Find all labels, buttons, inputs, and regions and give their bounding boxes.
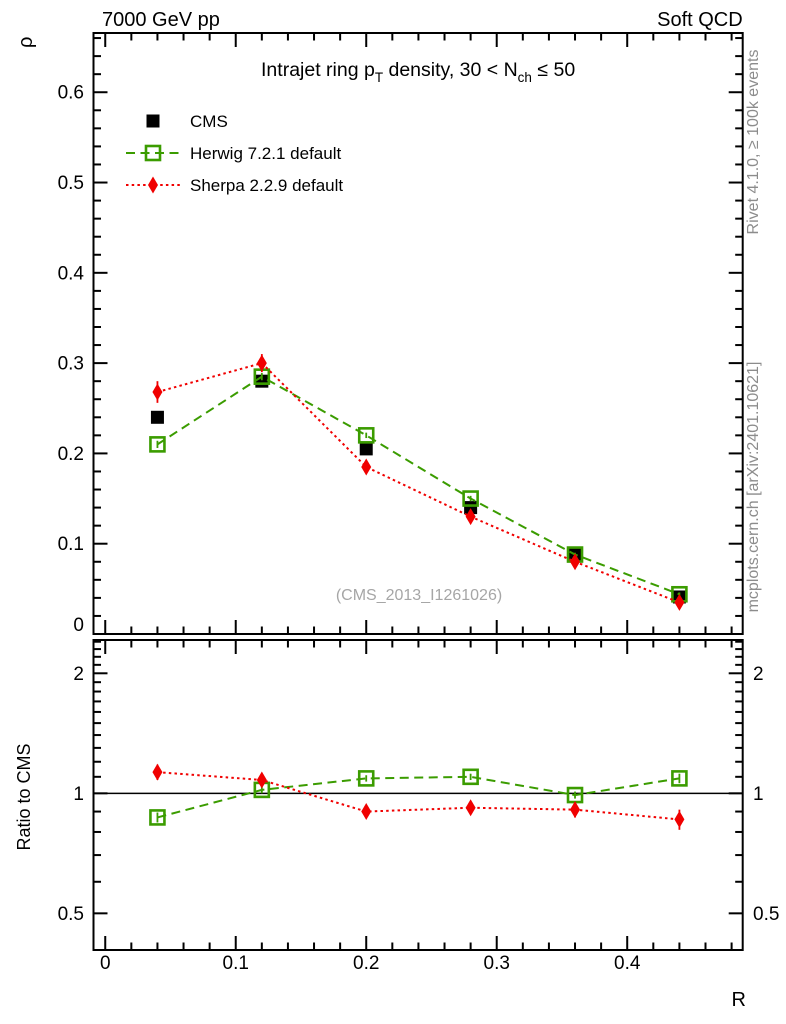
xtick-label: 0.3 [484,953,510,974]
ratio-ytick-label-left: 1 [73,784,84,805]
legend-label: CMS [190,112,228,131]
ratio-line [157,771,680,821]
ratio-y-axis-title: Ratio to CMS [14,743,34,850]
main-line [156,375,680,596]
header-process-group: Soft QCD [657,9,743,31]
plot-title: Intrajet ring pT density, 30 < Nch ≤ 50 [261,59,575,85]
legend-item: Herwig 7.2.1 default [126,144,341,163]
ratio-ytick-label-left: 2 [73,664,84,685]
ratio-series-square-open [149,768,688,826]
header-beam-energy: 7000 GeV pp [102,9,220,31]
ratio-ytick-label-right: 1 [753,784,764,805]
ratio-panel-frame [92,639,744,951]
legend-item: Sherpa 2.2.9 default [126,176,343,195]
axis-ticks [93,33,743,950]
ratio-ytick-label-right: 2 [753,664,764,685]
legend-item: CMS [146,112,228,131]
x-axis-title: R [732,989,746,1011]
ratio-ytick-label-right: 0.5 [753,904,779,925]
main-y-axis-title: ρ [15,37,37,48]
xtick-label: 0 [100,953,111,974]
main-series-square-open [149,368,688,603]
rivet-version-note: Rivet 4.1.0, ≥ 100k events [745,50,762,235]
legend-label: Herwig 7.2.1 default [190,144,341,163]
main-ytick-label: 0.6 [58,83,84,104]
ratio-line [157,775,680,819]
xtick-label: 0.1 [223,953,249,974]
main-ytick-label: 0.5 [58,173,84,194]
ratio-series-diamond-filled [152,763,685,830]
xtick-label: 0.4 [614,953,641,974]
main-series-diamond-filled [152,354,685,611]
main-series-square-filled [150,374,686,604]
main-ytick-label: 0.1 [58,534,84,555]
main-line [157,361,680,604]
main-ytick-label: 0.2 [58,444,84,465]
main-ytick-label: 0.3 [58,354,84,375]
mcplots-arxiv-note: mcplots.cern.ch [arXiv:2401.10621] [745,362,762,613]
main-ytick-label: 0.4 [58,263,85,284]
analysis-watermark: (CMS_2013_I1261026) [336,587,502,604]
legend-label: Sherpa 2.2.9 default [190,176,343,195]
xtick-label: 0.2 [353,953,379,974]
main-ytick-label: 0 [73,615,84,636]
ratio-ytick-label-left: 0.5 [58,904,84,925]
